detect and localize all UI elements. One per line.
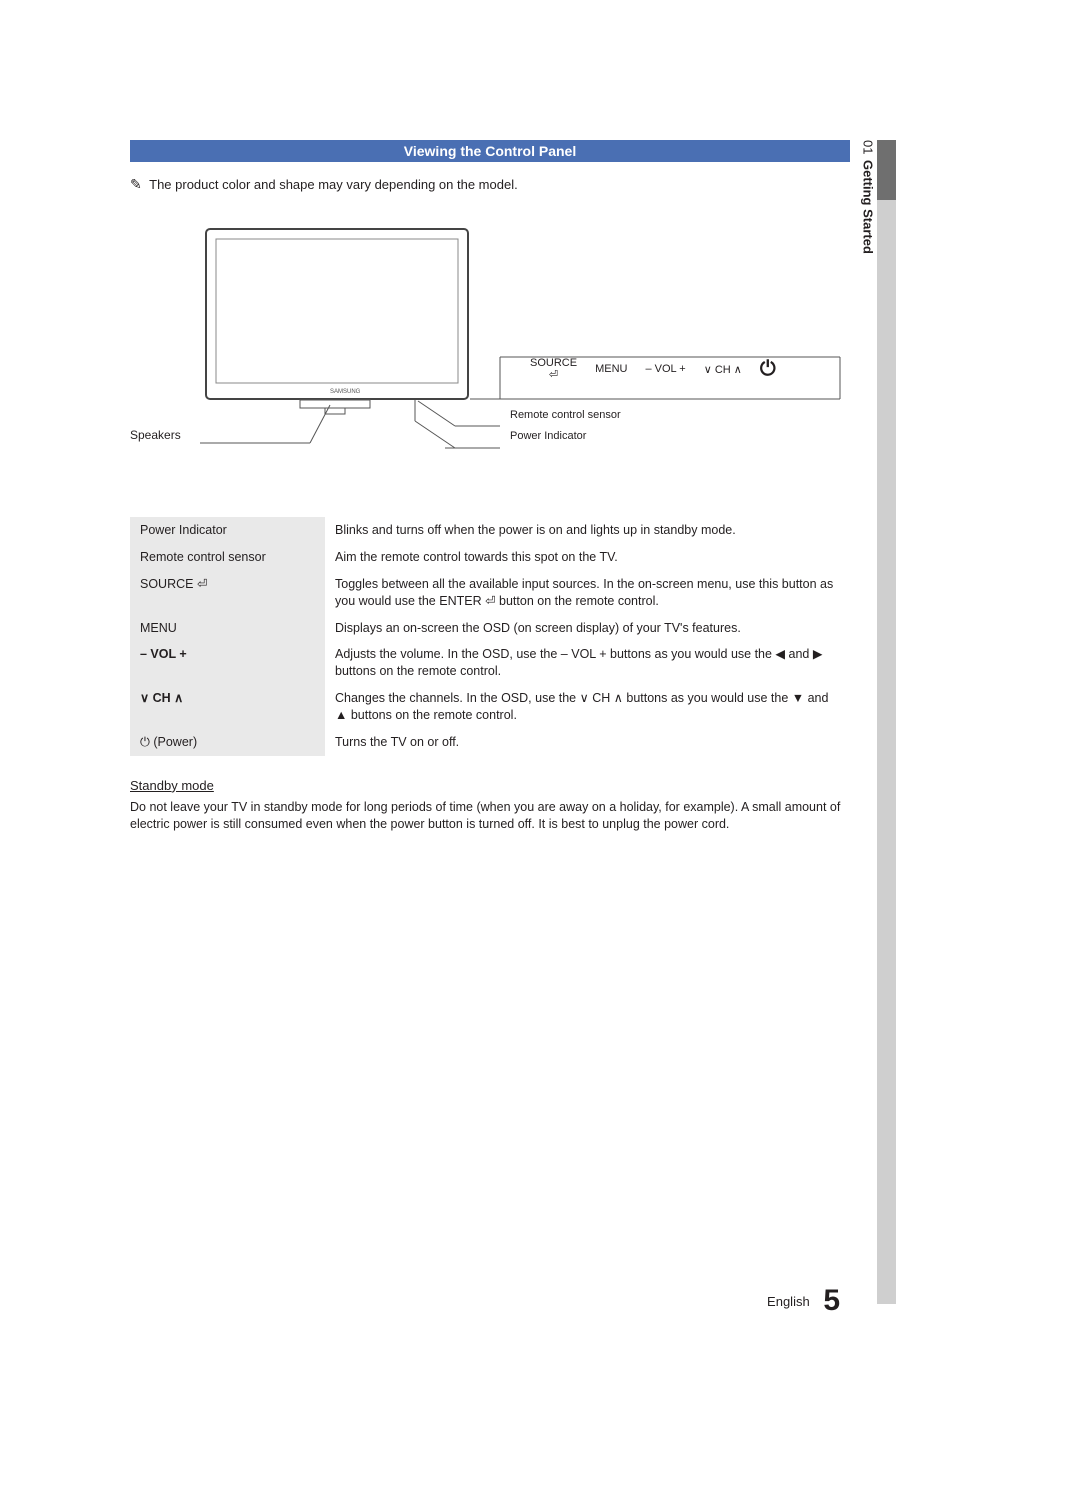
cell-label: SOURCE ⏎ — [130, 571, 325, 615]
table-row: – VOL +Adjusts the volume. In the OSD, u… — [130, 641, 850, 685]
cell-desc: Aim the remote control towards this spot… — [325, 544, 850, 571]
tv-diagram: SAMSUNG Speakers Remote control sensor P… — [130, 211, 850, 481]
table-row: SOURCE ⏎Toggles between all the availabl… — [130, 571, 850, 615]
pencil-icon: ✎ — [130, 176, 142, 193]
chapter-number: 01 — [861, 140, 876, 154]
standby-body: Do not leave your TV in standby mode for… — [130, 799, 850, 833]
cell-desc: Adjusts the volume. In the OSD, use the … — [325, 641, 850, 685]
cell-label: ⏻ (Power) — [130, 729, 325, 756]
sidebar-bar-dark — [877, 140, 896, 200]
cell-label: MENU — [130, 615, 325, 642]
source-enter-icon: ⏎ — [549, 369, 558, 381]
source-label: SOURCE — [530, 357, 577, 369]
cell-desc: Toggles between all the available input … — [325, 571, 850, 615]
page-footer: English 5 — [767, 1284, 840, 1318]
table-row: ⏻ (Power)Turns the TV on or off. — [130, 729, 850, 756]
panel-ch-button: ∨ CH ∧ — [704, 363, 742, 376]
label-power-indicator: Power Indicator — [510, 430, 586, 442]
sidebar-bar-light — [877, 140, 896, 1304]
panel-button-row: SOURCE ⏎ MENU – VOL + ∨ CH ∧ ⏻ — [530, 357, 776, 381]
panel-vol-button: – VOL + — [645, 363, 685, 375]
footer-lang: English — [767, 1294, 810, 1309]
note-text: The product color and shape may vary dep… — [149, 177, 518, 192]
note-line: ✎ The product color and shape may vary d… — [130, 176, 850, 193]
svg-text:SAMSUNG: SAMSUNG — [330, 389, 361, 395]
table-row: Remote control sensorAim the remote cont… — [130, 544, 850, 571]
page-content: Viewing the Control Panel ✎ The product … — [130, 140, 850, 833]
table-row: MENUDisplays an on-screen the OSD (on sc… — [130, 615, 850, 642]
cell-desc: Displays an on-screen the OSD (on screen… — [325, 615, 850, 642]
table-row: Power IndicatorBlinks and turns off when… — [130, 517, 850, 544]
control-description-table: Power IndicatorBlinks and turns off when… — [130, 517, 850, 756]
label-remote-sensor: Remote control sensor — [510, 409, 621, 421]
sidebar-tab: 01 Getting Started — [859, 140, 877, 285]
panel-menu-button: MENU — [595, 363, 627, 375]
tv-illustration: SAMSUNG — [200, 223, 860, 463]
chapter-title: Getting Started — [861, 160, 876, 254]
cell-label: – VOL + — [130, 641, 325, 685]
cell-desc: Blinks and turns off when the power is o… — [325, 517, 850, 544]
power-icon: ⏻ — [760, 358, 776, 381]
page-number: 5 — [823, 1284, 840, 1317]
cell-desc: Changes the channels. In the OSD, use th… — [325, 685, 850, 729]
table-row: ∨ CH ∧Changes the channels. In the OSD, … — [130, 685, 850, 729]
cell-label: ∨ CH ∧ — [130, 685, 325, 729]
panel-source-button: SOURCE ⏎ — [530, 357, 577, 381]
label-speakers: Speakers — [130, 428, 181, 442]
cell-label: Power Indicator — [130, 517, 325, 544]
section-header: Viewing the Control Panel — [130, 140, 850, 162]
cell-desc: Turns the TV on or off. — [325, 729, 850, 756]
cell-label: Remote control sensor — [130, 544, 325, 571]
standby-heading: Standby mode — [130, 778, 850, 793]
